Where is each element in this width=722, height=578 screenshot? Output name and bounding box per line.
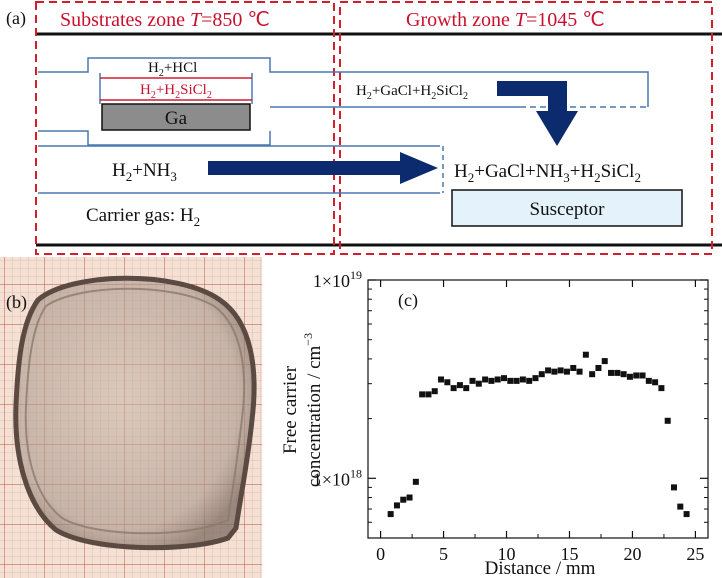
data-point xyxy=(664,417,671,424)
h2-hcl-label: H2+HCl xyxy=(148,60,197,79)
data-point xyxy=(519,376,526,383)
data-point xyxy=(620,371,627,378)
data-point xyxy=(475,380,482,387)
data-point xyxy=(545,367,552,374)
data-point xyxy=(450,385,457,392)
ga-label: Ga xyxy=(165,108,188,129)
data-point xyxy=(393,502,400,509)
data-point xyxy=(601,358,608,365)
data-point xyxy=(582,351,589,358)
nh3-flow-arrow xyxy=(208,152,438,184)
data-point xyxy=(438,376,445,383)
data-point xyxy=(526,377,533,384)
data-point xyxy=(425,391,432,398)
panel-a-label: (a) xyxy=(6,8,26,29)
plot-frame xyxy=(367,279,709,539)
x-tick-label: 20 xyxy=(623,544,641,564)
susceptor xyxy=(451,189,683,227)
data-point xyxy=(652,379,659,386)
data-point xyxy=(501,375,507,382)
data-point xyxy=(671,484,677,491)
growth-zone-title: Growth zone T=1045 ℃ xyxy=(406,9,605,31)
data-point xyxy=(595,364,602,371)
data-point xyxy=(683,511,690,518)
data-point xyxy=(639,372,646,379)
x-tick-label: 10 xyxy=(498,544,516,564)
x-axis: 0 5 10 15 20 25 xyxy=(376,280,704,564)
x-axis-label: Distance / mm xyxy=(485,558,596,578)
data-point xyxy=(444,379,451,386)
data-point xyxy=(419,391,426,398)
h2-h2sicl2-label: H2+H2SiCl2 xyxy=(140,82,212,101)
data-point xyxy=(563,368,570,375)
y-tick-label: 1×1019 xyxy=(313,268,362,291)
data-point xyxy=(614,369,621,376)
data-point xyxy=(532,375,539,382)
data-point xyxy=(387,511,394,518)
data-point xyxy=(469,377,476,384)
data-point xyxy=(633,372,640,379)
gan-wafer xyxy=(13,275,257,551)
growth-zone-border xyxy=(339,1,713,255)
data-point xyxy=(557,367,564,374)
panel-a: (a) Substrates zone T=850 ℃ Growth zone … xyxy=(6,1,722,255)
data-point xyxy=(570,364,577,371)
x-tick-label: 15 xyxy=(560,544,578,564)
gacl-mix-label: H2+GaCl+H2SiCl2 xyxy=(356,83,468,102)
data-point xyxy=(538,371,545,378)
data-point xyxy=(608,369,615,376)
h2-nh3-label: H2+NH3 xyxy=(112,160,177,184)
upper-gas-tube xyxy=(38,57,649,146)
data-point xyxy=(456,382,463,389)
data-point xyxy=(463,385,470,392)
y-axis: 1×1019 1×1018 xyxy=(313,268,708,539)
data-point xyxy=(431,388,438,395)
ga-boat xyxy=(101,103,251,131)
data-point xyxy=(494,376,501,383)
x-tick-label: 25 xyxy=(686,544,704,564)
panel-b-label: (b) xyxy=(6,292,27,313)
x-tick-label: 0 xyxy=(376,544,385,564)
data-point xyxy=(412,478,419,485)
substrates-zone-border xyxy=(35,1,335,255)
data-point xyxy=(626,373,633,380)
data-point xyxy=(658,385,665,392)
data-point xyxy=(400,496,407,503)
data-point xyxy=(645,377,652,384)
y-axis-label-line2: concentration / cm−3 xyxy=(301,333,325,487)
susceptor-label: Susceptor xyxy=(530,199,606,220)
data-point xyxy=(677,503,684,510)
x-tick-label: 5 xyxy=(439,544,448,564)
lower-gas-tube xyxy=(38,145,444,194)
data-point xyxy=(589,371,596,378)
mixed-gas-label: H2+GaCl+NH3+H2SiCl2 xyxy=(454,161,641,185)
panel-c: (c) 0 5 10 15 20 25 1×1019 1×1018 Distance / m… xyxy=(280,268,709,578)
panel-c-label: (c) xyxy=(398,290,418,311)
data-points xyxy=(387,351,690,518)
data-point xyxy=(488,377,495,384)
data-point xyxy=(507,377,514,384)
data-point xyxy=(406,494,413,501)
carrier-gas-label: Carrier gas: H2 xyxy=(86,205,200,229)
elbow-down-arrow xyxy=(497,81,578,146)
y-axis-label-line1: Free carrier xyxy=(280,365,301,454)
y-tick-label: 1×1018 xyxy=(313,466,362,489)
data-point xyxy=(482,376,489,383)
substrates-zone-title: Substrates zone T=850 ℃ xyxy=(60,9,270,31)
panel-b: (b) xyxy=(0,257,262,578)
data-point xyxy=(576,368,583,375)
data-point xyxy=(551,368,558,375)
data-point xyxy=(513,377,520,384)
